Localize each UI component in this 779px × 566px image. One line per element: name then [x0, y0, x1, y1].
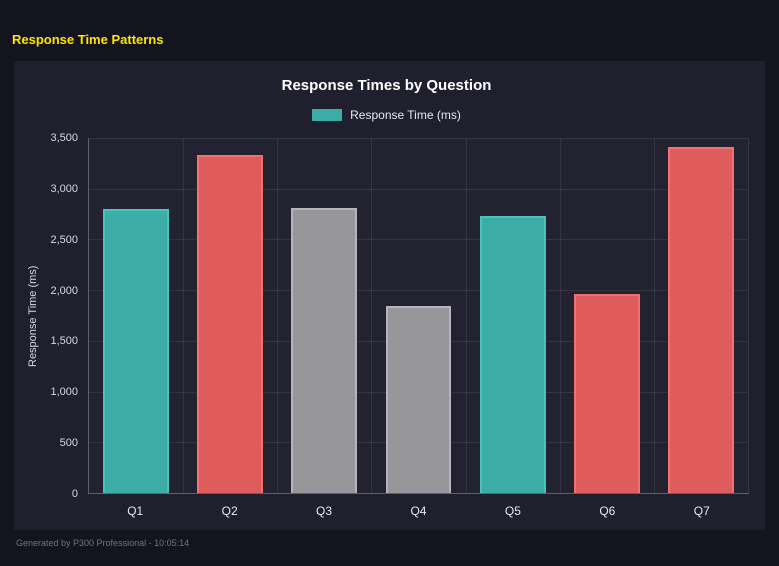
- legend-item[interactable]: Response Time (ms): [24, 108, 749, 122]
- bar-column: [560, 138, 654, 493]
- chart-panel: Response Times by Question Response Time…: [14, 61, 765, 530]
- bar-column: [277, 138, 371, 493]
- bar-column: [466, 138, 560, 493]
- x-axis-labels: Q1 Q2 Q3 Q4 Q5 Q6 Q7: [88, 494, 749, 518]
- bar-q5: [479, 216, 546, 493]
- bar-column: [654, 138, 748, 493]
- legend-swatch: [312, 109, 343, 121]
- bar-column: [371, 138, 465, 493]
- x-tick-label: Q7: [693, 504, 710, 518]
- y-tick-label: 2,500: [50, 233, 78, 246]
- y-tick-label: 500: [59, 437, 78, 450]
- y-axis-title: Response Time (ms): [27, 265, 39, 367]
- gridline: [89, 239, 748, 241]
- x-tick-label: Q5: [504, 504, 521, 518]
- x-tick-label: Q2: [221, 504, 238, 518]
- bar-q3: [291, 208, 358, 493]
- chart: Response Time (ms) 3,500 3,000 2,500 2,000 1…: [24, 132, 749, 500]
- footer-text: Generated by P300 Professional - 10:05:1…: [16, 538, 190, 548]
- y-tick-label: 1,000: [50, 386, 78, 399]
- bars: [89, 138, 748, 493]
- bar-q4: [385, 306, 452, 493]
- chart-title: Response Times by Question: [281, 77, 492, 94]
- gridline: [559, 138, 561, 493]
- x-tick-label: Q1: [127, 504, 144, 518]
- page-title: Response Time Patterns: [12, 32, 164, 47]
- bar-q2: [197, 155, 264, 493]
- bar-column: [89, 138, 183, 493]
- gridline: [653, 138, 655, 493]
- y-tick-label: 0: [71, 488, 78, 500]
- gridline: [183, 138, 185, 493]
- y-axis-ticks: 3,500 3,000 2,500 2,000 1,500 1,000 500 0: [42, 132, 88, 500]
- y-tick-label: 1,500: [50, 335, 78, 348]
- gridline: [89, 138, 748, 139]
- bar-q1: [103, 209, 170, 493]
- y-tick-label: 3,000: [50, 182, 78, 195]
- gridline: [371, 138, 373, 493]
- bar-q7: [667, 147, 734, 493]
- legend-label: Response Time (ms): [350, 108, 461, 122]
- y-tick-label: 3,500: [50, 132, 78, 144]
- x-tick-label: Q3: [316, 504, 333, 518]
- gridline: [465, 138, 467, 493]
- bar-column: [183, 138, 277, 493]
- x-tick-label: Q4: [410, 504, 427, 518]
- y-tick-label: 2,000: [50, 284, 78, 297]
- bar-q6: [573, 294, 640, 493]
- gridline: [89, 188, 748, 190]
- gridline: [277, 138, 279, 493]
- x-tick-label: Q6: [599, 504, 616, 518]
- plot-area: [88, 138, 749, 494]
- gridline: [89, 290, 748, 292]
